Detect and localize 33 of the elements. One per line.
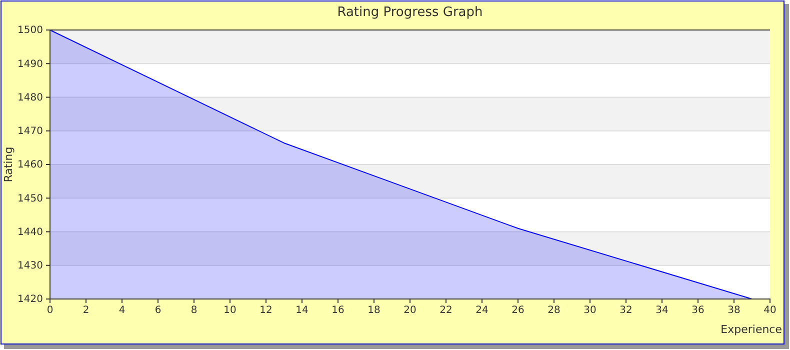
x-tick-label: 32 <box>620 305 632 316</box>
x-tick-label: 8 <box>190 305 198 316</box>
x-tick-label: 12 <box>260 305 272 316</box>
x-tick-label: 14 <box>296 305 308 316</box>
x-tick-label: 26 <box>512 305 524 316</box>
x-tick-label: 6 <box>154 305 162 316</box>
x-tick-label: 4 <box>118 305 126 316</box>
y-tick-label: 1430 <box>18 260 43 272</box>
y-axis-title: Rating <box>2 146 15 182</box>
y-tick-label: 1460 <box>18 160 43 171</box>
y-tick-label: 1500 <box>18 25 43 36</box>
x-tick-label: 22 <box>440 305 452 316</box>
x-tick-label: 34 <box>656 305 668 316</box>
x-tick-label: 24 <box>476 305 488 316</box>
x-tick-label: 30 <box>584 305 596 316</box>
x-tick-label: 36 <box>692 305 704 316</box>
chart-title: Rating Progress Graph <box>337 5 483 20</box>
x-tick-label: 0 <box>46 305 54 316</box>
x-tick-label: 18 <box>368 305 380 316</box>
x-axis-title: Experience <box>720 323 782 336</box>
y-tick-label: 1440 <box>18 226 43 238</box>
y-tick-label: 1490 <box>18 58 43 70</box>
x-tick-label: 40 <box>764 305 776 316</box>
y-tick-label: 1450 <box>18 193 43 204</box>
x-tick-label: 16 <box>332 305 344 316</box>
x-tick-label: 20 <box>404 305 416 316</box>
x-tick-label: 10 <box>224 305 236 316</box>
y-tick-label: 1420 <box>18 294 43 306</box>
y-tick-label: 1480 <box>18 92 43 104</box>
x-tick-label: 2 <box>82 305 90 316</box>
y-tick-label: 1470 <box>18 126 43 138</box>
x-tick-label: 38 <box>728 305 740 316</box>
x-tick-label: 28 <box>548 305 560 316</box>
